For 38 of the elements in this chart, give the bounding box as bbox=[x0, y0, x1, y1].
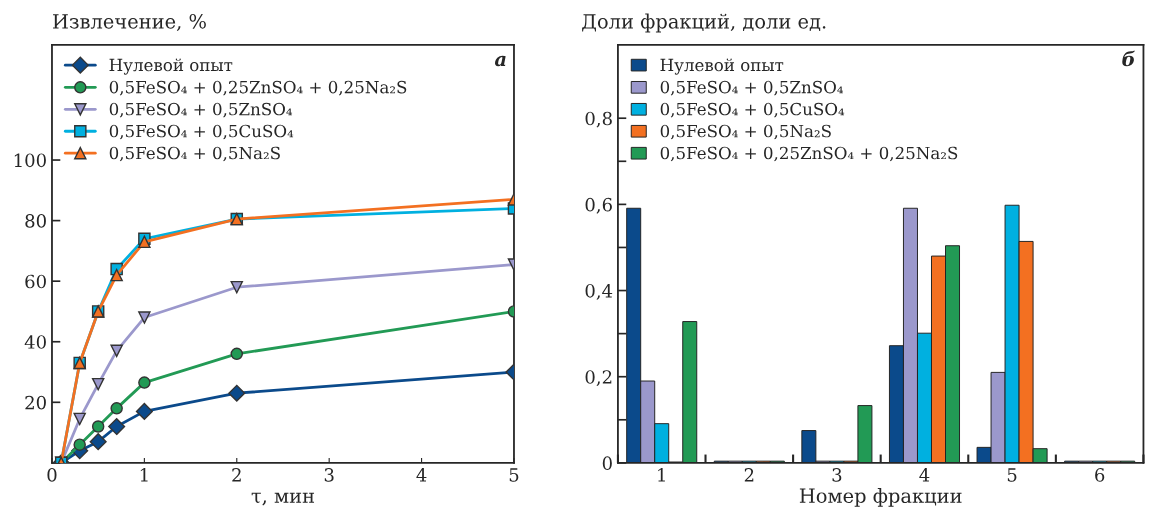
y-tick-label: 0,2 bbox=[585, 370, 612, 387]
y-tick-label: 0,6 bbox=[585, 197, 612, 214]
x-tick-label: 6 bbox=[1095, 468, 1105, 482]
x-tick-label: 4 bbox=[919, 468, 930, 482]
legend-label: 0,5FeSO₄ + 0,5Na₂S bbox=[109, 146, 280, 162]
y-tick-label: 0 bbox=[602, 456, 612, 470]
x-tick-label: 2 bbox=[232, 468, 241, 482]
legend-label: 0,5FeSO₄ + 0,25ZnSO₄ + 0,25Na₂S bbox=[109, 80, 407, 96]
legend-label: 0,5FeSO₄ + 0,25ZnSO₄ + 0,25Na₂S bbox=[660, 146, 958, 162]
y-axis-title: Извлечение, % bbox=[53, 13, 206, 32]
legend-label: 0,5FeSO₄ + 0,5ZnSO₄ bbox=[109, 102, 293, 118]
x-tick-label: 1 bbox=[140, 468, 148, 482]
y-tick-label: 60 bbox=[25, 274, 46, 289]
x-tick-label: 5 bbox=[509, 468, 519, 482]
x-axis-title: Номер фракции bbox=[799, 487, 962, 507]
legend-label: Нулевой опыт bbox=[660, 58, 784, 75]
y-tick-label: 0,4 bbox=[585, 284, 613, 300]
x-tick-label: 3 bbox=[324, 468, 334, 482]
x-tick-label: 0 bbox=[47, 468, 57, 482]
y-axis-title: Доли фракций, доли ед. bbox=[582, 13, 826, 33]
x-tick-label: 2 bbox=[744, 468, 754, 482]
x-tick-label: 1 bbox=[658, 468, 665, 482]
legend-label: 0,5FeSO₄ + 0,5CuSO₄ bbox=[109, 124, 294, 140]
y-tick-label: 0,8 bbox=[585, 111, 612, 128]
legend-label: 0,5FeSO₄ + 0,5ZnSO₄ bbox=[660, 80, 843, 96]
annotation: а bbox=[494, 55, 506, 67]
x-tick-label: 5 bbox=[1007, 468, 1017, 482]
legend-label: 0,5FeSO₄ + 0,5CuSO₄ bbox=[660, 102, 845, 118]
y-tick-label: 20 bbox=[25, 395, 46, 410]
x-axis-title: τ, мин bbox=[251, 492, 315, 506]
legend-label: Нулевой опыт bbox=[109, 58, 233, 75]
x-tick-label: 3 bbox=[832, 468, 842, 482]
y-tick-label: 100 bbox=[14, 153, 46, 168]
y-tick-label: 80 bbox=[25, 214, 46, 228]
annotation: б bbox=[1122, 50, 1136, 67]
x-tick-label: 4 bbox=[416, 468, 427, 482]
y-tick-label: 40 bbox=[24, 335, 46, 349]
legend-label: 0,5FeSO₄ + 0,5Na₂S bbox=[660, 124, 831, 140]
